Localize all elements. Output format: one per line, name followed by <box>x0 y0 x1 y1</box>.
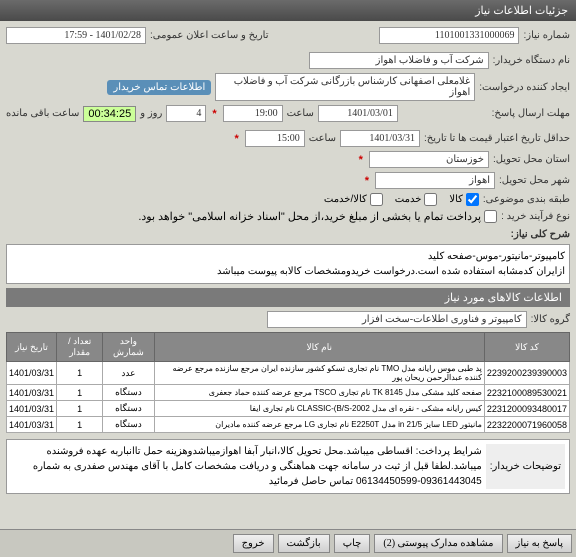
cell-qty: 1 <box>57 417 103 433</box>
cell-code: 2232100089530021 <box>484 385 569 401</box>
window-title: جزئیات اطلاعات نیاز <box>475 4 568 17</box>
province-value: خوزستان <box>369 151 489 168</box>
cell-date: 1401/03/31 <box>7 385 57 401</box>
city-value: اهواز <box>375 172 495 189</box>
deadline-label: مهلت ارسال پاسخ: <box>492 108 570 119</box>
exit-button[interactable]: خروج <box>233 534 274 553</box>
print-button[interactable]: چاپ <box>334 534 371 553</box>
chk-goods[interactable] <box>466 193 479 206</box>
cell-name: کیس رایانه مشکی - نقره ای مدل CLASSIC-(B… <box>154 401 484 417</box>
class-option-both[interactable]: کالا/خدمت <box>324 193 383 206</box>
date1-value: 1401/03/01 <box>318 105 398 122</box>
remain-label: ساعت باقی مانده <box>6 108 79 119</box>
need-number-label: شماره نیاز: <box>523 30 570 41</box>
cell-unit: دستگاه <box>103 385 154 401</box>
cell-code: 2232200071960058 <box>484 417 569 433</box>
chk-both[interactable] <box>370 193 383 206</box>
province-label: استان محل تحویل: <box>493 154 570 165</box>
cell-unit: عدد <box>103 362 154 385</box>
cell-unit: دستگاه <box>103 417 154 433</box>
class-option-service[interactable]: خدمت <box>395 193 438 206</box>
days-value: 4 <box>166 105 206 122</box>
chk-buytype[interactable] <box>484 210 497 223</box>
col-name: نام کالا <box>154 333 484 362</box>
date2-value: 1401/03/31 <box>340 130 420 147</box>
reply-button[interactable]: پاسخ به نیاز <box>507 534 573 553</box>
time-label-1: ساعت <box>287 108 314 119</box>
cell-name: پد طبی موس رایانه مدل TMO نام تجاری تسکو… <box>154 362 484 385</box>
col-date: تاریخ نیاز <box>7 333 57 362</box>
table-row[interactable]: 2232100089530021صفحه کلید مشکی مدل TK 81… <box>7 385 570 401</box>
class-option-goods[interactable]: کالا <box>449 193 479 206</box>
requester-label: ایجاد کننده درخواست: <box>479 82 570 93</box>
star-icon-2: * <box>234 133 238 145</box>
cell-name: مانیتور LED سایز in 21/5 مدل E2250T نام … <box>154 417 484 433</box>
cell-name: صفحه کلید مشکی مدل TK 8145 نام تجاری TSC… <box>154 385 484 401</box>
star-icon-3: * <box>359 154 363 166</box>
table-row[interactable]: 2239200239390003پد طبی موس رایانه مدل TM… <box>7 362 570 385</box>
items-table: کد کالا نام کالا واحد شمارش تعداد / مقدا… <box>6 332 570 433</box>
table-header-row: کد کالا نام کالا واحد شمارش تعداد / مقدا… <box>7 333 570 362</box>
requester-value: غلامعلی اصفهانی کارشناس بازرگانی شرکت آب… <box>215 73 475 101</box>
back-button[interactable]: بازگشت <box>278 534 330 553</box>
time-label-2: ساعت <box>309 133 336 144</box>
contact-badge[interactable]: اطلاعات تماس خریدار <box>107 80 211 95</box>
buytype-label: نوع فرآیند خرید : <box>501 211 570 222</box>
publish-date-value: 1401/02/28 - 17:59 <box>6 27 146 44</box>
items-section-header: اطلاعات کالاهای مورد نیاز <box>6 288 570 307</box>
remaining-time: 00:34:25 <box>83 106 136 122</box>
need-number-value: 1101001331000069 <box>379 27 519 44</box>
cell-code: 2231200093480017 <box>484 401 569 417</box>
col-qty: تعداد / مقدار <box>57 333 103 362</box>
cell-date: 1401/03/31 <box>7 362 57 385</box>
class-label: طبقه بندی موضوعی: <box>483 194 570 205</box>
description-box: کامپیوتر-مانیتور-موس-صفحه کلید ازایران ک… <box>6 244 570 284</box>
title-bar: جزئیات اطلاعات نیاز <box>0 0 576 21</box>
validity-label: حداقل تاریخ اعتبار قیمت ها تا تاریخ: <box>424 133 570 144</box>
cell-code: 2239200239390003 <box>484 362 569 385</box>
cell-date: 1401/03/31 <box>7 401 57 417</box>
cell-qty: 1 <box>57 362 103 385</box>
col-code: کد کالا <box>484 333 569 362</box>
day-label: روز و <box>140 108 162 119</box>
star-icon: * <box>212 108 216 120</box>
cell-unit: دستگاه <box>103 401 154 417</box>
table-row[interactable]: 2231200093480017کیس رایانه مشکی - نقره ا… <box>7 401 570 417</box>
group-value: کامپیوتر و فناوری اطلاعات-سخت افزار <box>267 311 527 328</box>
time1-value: 19:00 <box>223 105 283 122</box>
buyer-label: نام دستگاه خریدار: <box>493 55 570 66</box>
cell-date: 1401/03/31 <box>7 417 57 433</box>
desc-section-label: شرح کلی نیاز: <box>511 229 570 240</box>
buytype-check[interactable]: پرداخت تمام یا بخشی از مبلغ خرید،از محل … <box>138 210 497 223</box>
time2-value: 15:00 <box>245 130 305 147</box>
star-icon-4: * <box>365 175 369 187</box>
cell-qty: 1 <box>57 401 103 417</box>
bottom-toolbar: پاسخ به نیاز مشاهده مدارک پیوستی (2) چاپ… <box>0 529 576 557</box>
table-row[interactable]: 2232200071960058مانیتور LED سایز in 21/5… <box>7 417 570 433</box>
col-unit: واحد شمارش <box>103 333 154 362</box>
buyer-note-label: توضیحات خریدار: <box>486 444 565 489</box>
city-label: شهر محل تحویل: <box>499 175 570 186</box>
publish-date-label: تاریخ و ساعت اعلان عمومی: <box>150 30 269 41</box>
group-label: گروه کالا: <box>531 314 570 325</box>
chk-service[interactable] <box>424 193 437 206</box>
attachments-button[interactable]: مشاهده مدارک پیوستی (2) <box>374 534 502 553</box>
buyer-note-text: شرایط پرداخت: اقساطی میباشد.محل تحویل کا… <box>11 444 482 489</box>
cell-qty: 1 <box>57 385 103 401</box>
buyer-value: شرکت آب و فاضلاب اهواز <box>309 52 489 69</box>
